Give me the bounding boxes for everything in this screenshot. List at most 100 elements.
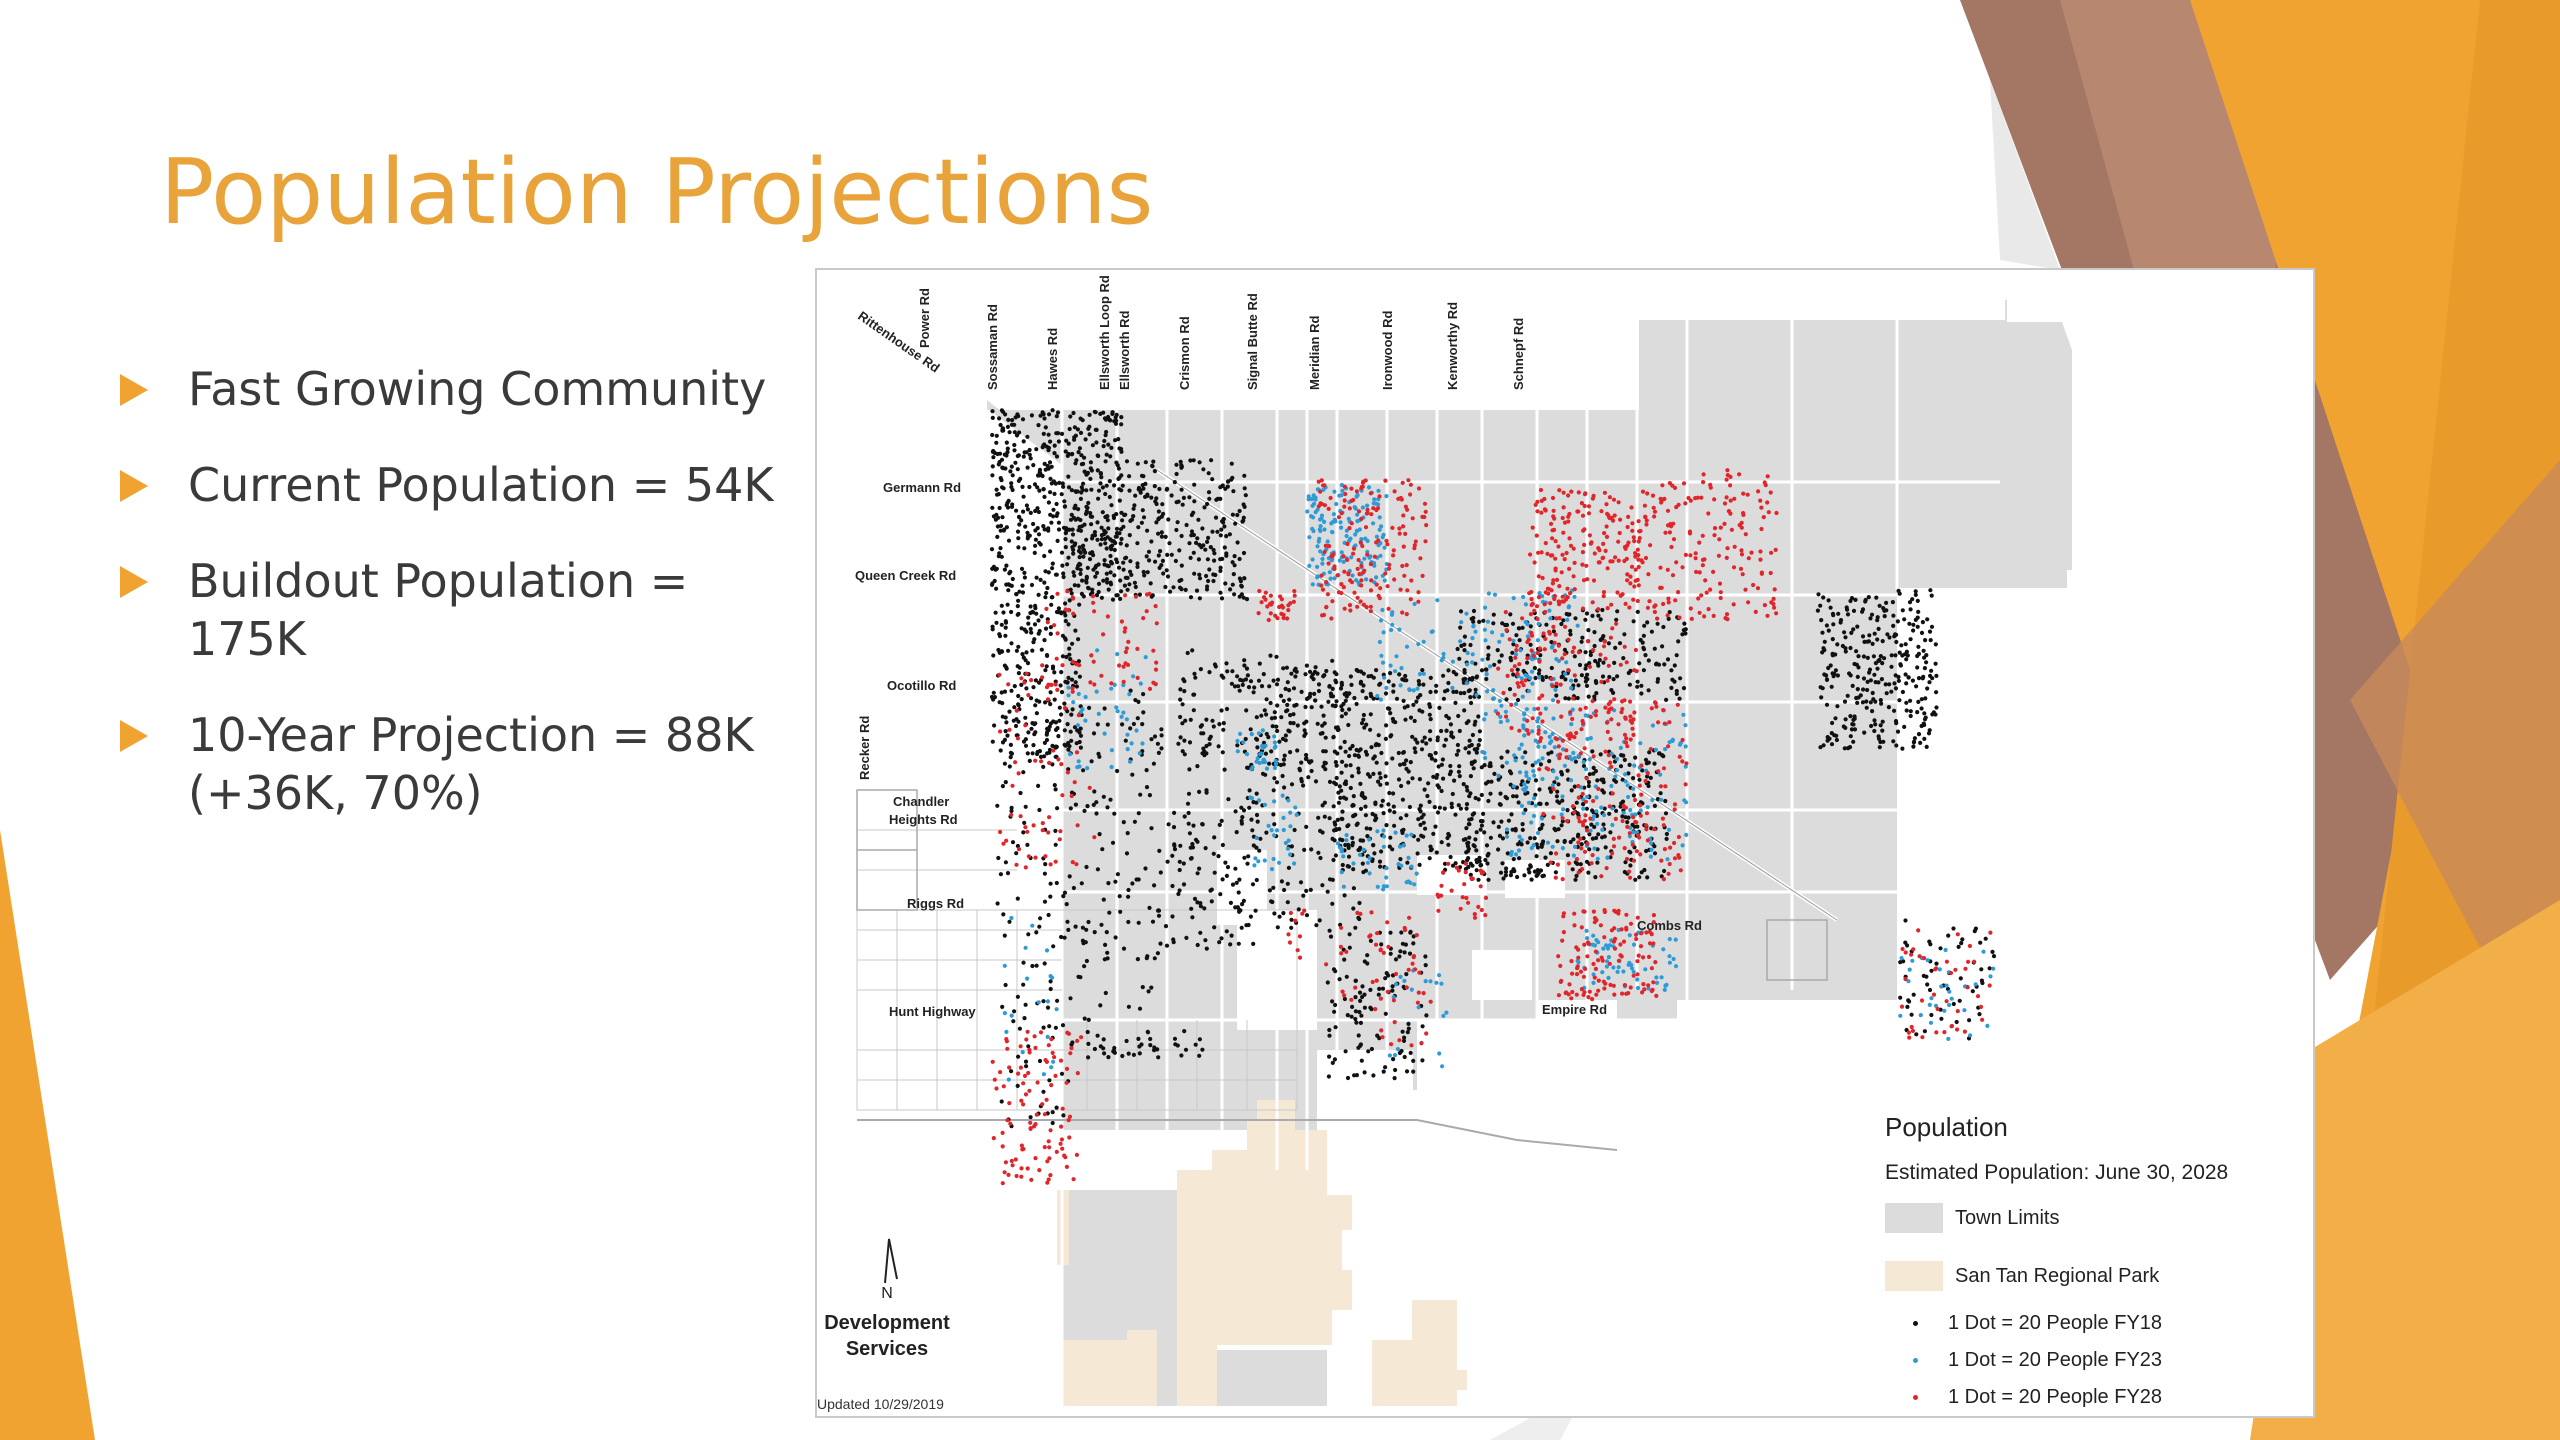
population-dot: [1565, 617, 1570, 622]
population-dot: [1578, 707, 1583, 712]
population-dot: [1725, 468, 1730, 473]
population-dot: [1272, 715, 1278, 720]
population-dot: [1479, 668, 1485, 673]
population-dot: [1009, 609, 1014, 615]
population-dot: [1929, 668, 1934, 673]
population-dot: [1036, 532, 1042, 537]
population-dot: [1620, 799, 1626, 804]
population-dot: [1523, 807, 1528, 813]
population-dot: [1614, 621, 1619, 626]
population-dot: [1351, 867, 1356, 872]
population-dot: [1657, 751, 1662, 756]
population-dot: [1410, 776, 1415, 781]
population-dot: [1831, 613, 1836, 618]
population-dot: [1126, 1051, 1131, 1056]
population-dot: [1851, 717, 1856, 722]
population-dot: [1416, 641, 1421, 647]
population-dot: [1074, 741, 1079, 746]
population-dot: [1416, 599, 1421, 604]
population-dot: [1046, 526, 1051, 531]
population-dot: [1667, 937, 1672, 942]
population-dot: [1009, 805, 1014, 811]
population-dot: [1660, 483, 1665, 488]
population-dot: [1472, 915, 1478, 920]
population-dot: [1384, 875, 1389, 880]
population-dot: [1610, 822, 1615, 828]
population-dot: [1922, 711, 1927, 716]
population-dot: [1628, 699, 1633, 704]
population-dot: [1606, 702, 1611, 707]
population-dot: [1372, 851, 1377, 856]
population-dot: [1069, 677, 1075, 682]
population-dot: [1549, 521, 1554, 526]
population-dot: [1091, 567, 1096, 572]
population-dot: [1220, 842, 1225, 848]
population-dot: [1078, 975, 1083, 980]
population-dot: [1922, 1029, 1927, 1034]
population-dot: [1394, 696, 1400, 701]
population-dot: [1136, 920, 1141, 925]
population-dot: [1911, 744, 1916, 749]
population-dot: [1550, 536, 1555, 541]
population-dot: [1088, 511, 1093, 516]
population-dot: [1401, 698, 1406, 703]
population-dot: [1020, 583, 1025, 588]
population-dot: [1331, 804, 1336, 809]
population-dot: [1363, 813, 1368, 818]
population-dot: [1365, 860, 1370, 865]
population-dot: [1562, 557, 1567, 562]
population-dot: [1282, 887, 1287, 893]
population-dot: [1096, 711, 1101, 716]
population-dot: [1223, 581, 1228, 586]
population-dot: [1076, 659, 1081, 664]
population-dot: [1242, 663, 1247, 668]
population-dot: [1210, 477, 1215, 482]
population-dot: [1061, 484, 1066, 489]
population-dot: [1847, 745, 1853, 750]
population-dot: [1273, 744, 1278, 749]
population-dot: [1202, 505, 1207, 510]
population-dot: [1497, 639, 1502, 644]
population-dot: [1014, 508, 1019, 513]
population-dot: [1645, 620, 1650, 625]
population-dot: [1571, 750, 1576, 756]
population-dot: [1340, 707, 1345, 713]
population-dot: [1037, 924, 1042, 929]
population-dot: [1483, 913, 1488, 918]
population-dot: [1329, 558, 1334, 563]
population-dot: [1663, 798, 1668, 804]
population-dot: [1412, 601, 1417, 607]
population-dot: [1552, 640, 1557, 645]
population-dot: [1327, 779, 1333, 784]
population-dot: [1057, 480, 1062, 485]
population-dot: [1894, 639, 1899, 645]
population-dot: [1048, 881, 1053, 886]
population-dot: [1586, 694, 1591, 699]
population-dot: [1916, 699, 1921, 704]
population-dot: [1044, 732, 1049, 737]
population-dot: [1929, 996, 1934, 1001]
population-dot: [1560, 798, 1565, 803]
population-dot: [1918, 740, 1923, 745]
population-dot: [1374, 575, 1379, 580]
population-dot: [1835, 704, 1840, 709]
population-dot: [1458, 625, 1463, 630]
population-dot: [1324, 604, 1329, 610]
population-dot: [1130, 881, 1135, 886]
population-dot: [1830, 720, 1835, 726]
population-dot: [1380, 607, 1385, 613]
population-dot: [1034, 711, 1039, 716]
population-dot: [1112, 547, 1117, 553]
population-dot: [1077, 764, 1082, 769]
population-dot: [1096, 496, 1101, 501]
population-dot: [1606, 975, 1611, 981]
population-dot: [1360, 505, 1365, 510]
population-dot: [1037, 1058, 1043, 1064]
population-dot: [1067, 527, 1072, 532]
population-dot: [1307, 535, 1312, 540]
population-dot: [1283, 840, 1288, 846]
population-dot: [1350, 774, 1355, 779]
population-dot: [1375, 829, 1380, 834]
population-dot: [1745, 492, 1750, 497]
population-dot: [1131, 506, 1136, 511]
